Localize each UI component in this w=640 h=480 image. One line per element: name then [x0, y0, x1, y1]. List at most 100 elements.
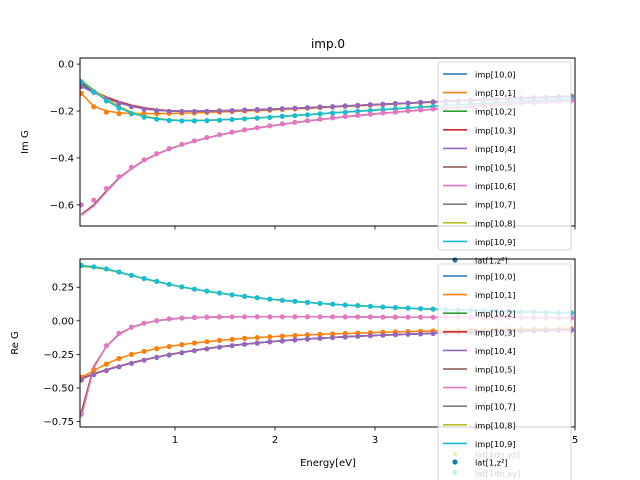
- marker-lat-pink: [367, 314, 373, 320]
- marker-lat-pink: [191, 138, 197, 144]
- y-tick-label: −0.6: [50, 200, 74, 211]
- marker-lat-pink: [330, 314, 336, 320]
- marker-lat-orange: [154, 346, 160, 352]
- top-y-axis-label: Im G: [20, 130, 31, 154]
- marker-lat-cyan: [103, 266, 109, 272]
- marker-lat-cyan: [317, 111, 323, 117]
- marker-lat-pink: [216, 132, 223, 138]
- legend-label: imp[10,2]: [475, 107, 516, 117]
- marker-lat-orange: [304, 332, 311, 338]
- marker-lat-cyan: [342, 109, 348, 115]
- marker-lat-cyan: [154, 278, 160, 284]
- legend-label: lat[1,z²]: [475, 256, 508, 266]
- marker-lat-purple: [154, 108, 160, 114]
- x-tick-label: 1: [172, 435, 178, 446]
- marker-lat-cyan: [392, 304, 398, 311]
- bottom-y-axis-label: Re G: [10, 331, 21, 355]
- marker-lat-pink: [430, 314, 436, 320]
- marker-lat-pink: [292, 314, 298, 320]
- marker-lat-cyan: [304, 112, 311, 118]
- legend-label: imp[10,4]: [475, 346, 516, 356]
- marker-lat-pink: [154, 151, 160, 157]
- x-tick-label: 3: [372, 435, 378, 446]
- legend-label: imp[10,2]: [475, 309, 516, 319]
- marker-lat-purple: [380, 101, 386, 107]
- marker-lat-pink: [254, 314, 260, 320]
- marker-lat-pink: [242, 127, 248, 133]
- marker-lat-pink: [392, 314, 398, 320]
- marker-lat-cyan: [166, 281, 172, 287]
- marker-lat-orange: [103, 361, 109, 367]
- marker-lat-purple: [304, 105, 311, 111]
- marker-lat-orange: [242, 335, 248, 341]
- marker-lat-pink: [392, 109, 398, 115]
- legend-label: lat[1,z²]: [475, 458, 508, 468]
- legend-label: imp[10,5]: [475, 163, 516, 173]
- legend-label: imp[10,5]: [475, 365, 516, 375]
- marker-lat-pink: [254, 125, 260, 131]
- marker-lat-cyan: [267, 296, 273, 302]
- marker-lat-pink: [267, 123, 273, 129]
- marker-lat-purple: [430, 99, 436, 105]
- marker-lat-purple: [380, 332, 386, 338]
- marker-lat-orange: [128, 351, 135, 357]
- marker-lat-purple: [179, 108, 185, 115]
- marker-lat-purple: [141, 106, 147, 112]
- bottom-axes-frame: [79, 258, 576, 428]
- marker-lat-pink: [229, 129, 235, 135]
- marker-lat-purple: [330, 104, 336, 110]
- x-axis-label: Energy[eV]: [300, 458, 356, 469]
- marker-lat-purple: [292, 105, 298, 111]
- marker-lat-pink: [166, 316, 172, 322]
- marker-lat-purple: [128, 360, 135, 366]
- marker-lat-pink: [229, 314, 235, 320]
- marker-lat-cyan: [279, 113, 285, 119]
- marker-lat-cyan: [304, 299, 311, 305]
- marker-lat-pink: [304, 314, 311, 320]
- marker-lat-pink: [103, 343, 109, 349]
- marker-lat-pink: [128, 324, 135, 330]
- marker-lat-pink: [154, 318, 160, 324]
- marker-lat-purple: [355, 102, 361, 108]
- marker-lat-purple: [141, 357, 147, 363]
- marker-lat-purple: [191, 348, 197, 354]
- marker-lat-purple: [103, 368, 109, 374]
- bottom-axes-re-g: 0.25 0.00 −0.25 −0.50 −0.75 1 2 3 5 Re G Energy…: [10, 258, 578, 480]
- legend-marker-icon: [452, 459, 458, 465]
- marker-lat-purple: [418, 99, 424, 105]
- marker-lat-orange: [330, 331, 336, 337]
- marker-lat-purple: [304, 336, 311, 342]
- marker-lat-purple: [254, 340, 260, 346]
- marker-lat-pink: [128, 164, 135, 170]
- marker-lat-purple: [254, 107, 260, 113]
- x-tick-label: 2: [272, 435, 278, 446]
- marker-lat-orange: [216, 337, 223, 343]
- y-tick-label: −0.25: [43, 350, 74, 361]
- marker-lat-pink: [216, 314, 223, 320]
- marker-lat-cyan: [254, 115, 260, 121]
- marker-lat-purple: [405, 100, 411, 106]
- marker-lat-pink: [355, 112, 361, 118]
- marker-lat-pink: [80, 202, 84, 208]
- marker-lat-pink: [103, 185, 109, 192]
- marker-lat-purple: [392, 100, 398, 107]
- marker-lat-orange: [229, 336, 235, 342]
- marker-lat-purple: [242, 341, 248, 347]
- marker-lat-pink: [418, 107, 424, 113]
- marker-lat-pink: [317, 116, 323, 122]
- marker-lat-purple: [279, 106, 285, 112]
- marker-lat-purple: [418, 331, 424, 337]
- marker-lat-cyan: [292, 298, 298, 304]
- marker-lat-pink: [141, 320, 147, 326]
- marker-lat-pink: [91, 197, 97, 203]
- marker-lat-cyan: [254, 295, 260, 301]
- marker-lat-pink: [191, 314, 197, 321]
- marker-lat-cyan: [355, 303, 361, 309]
- top-axes-im-g: imp.0 0.0−0.2−0.4−0.6 Im G imp[10,0]imp[…: [20, 37, 576, 266]
- y-tick-label: 0.25: [52, 283, 74, 294]
- marker-lat-pink: [267, 314, 273, 320]
- marker-lat-orange: [292, 332, 298, 339]
- marker-lat-cyan: [267, 114, 273, 120]
- y-tick-label: 0.0: [58, 60, 74, 71]
- marker-lat-cyan: [380, 304, 386, 310]
